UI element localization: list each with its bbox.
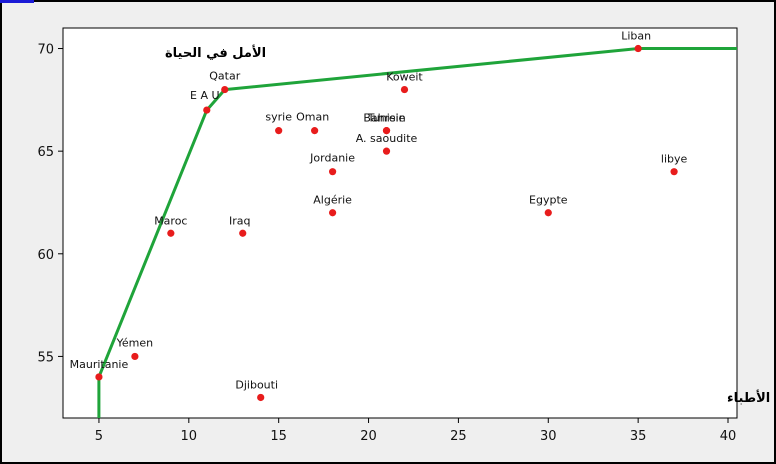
data-point (634, 44, 642, 53)
data-point-label: Yémen (116, 336, 154, 349)
data-point (203, 106, 211, 114)
data-point-label: Algérie (313, 194, 352, 207)
data-point-label: Jordanie (309, 152, 355, 165)
data-point-label: Liban (621, 30, 651, 43)
data-point (167, 229, 175, 237)
data-point-label: Egypte (529, 194, 568, 207)
y-tick-label: 60 (37, 248, 54, 263)
data-point (544, 209, 552, 217)
y-tick-label: 55 (37, 350, 54, 365)
data-point-label: Djibouti (235, 378, 278, 391)
y-tick-label: 65 (37, 145, 54, 160)
data-point (221, 85, 229, 94)
data-point-label: syrie (265, 111, 292, 124)
y-tick-label: 70 (37, 43, 54, 58)
y-axis-title: الأمل في الحياة (165, 44, 266, 61)
data-point (329, 168, 337, 176)
data-point-label: Oman (296, 111, 329, 124)
data-point (329, 209, 337, 217)
x-tick-label: 25 (450, 429, 467, 444)
data-point-label: libye (661, 153, 688, 166)
data-point (400, 85, 409, 94)
top-accent-bar (0, 0, 34, 3)
data-point-label: A. saoudite (356, 132, 418, 145)
data-point (131, 352, 139, 361)
x-tick-label: 20 (360, 429, 377, 444)
data-point-label: Koweit (386, 71, 423, 84)
x-tick-label: 35 (630, 429, 647, 444)
x-tick-label: 15 (270, 429, 287, 444)
data-point (670, 168, 678, 176)
data-point (382, 147, 391, 155)
data-point-label: Mauritanie (70, 358, 129, 371)
data-point (382, 127, 391, 135)
data-point (275, 127, 283, 135)
x-tick-label: 10 (181, 429, 198, 444)
data-point (95, 373, 103, 381)
x-axis-title: عدد الأطباء (727, 389, 776, 406)
data-point (239, 229, 247, 237)
data-point (257, 393, 265, 402)
data-point-label: Qatar (209, 70, 240, 83)
data-point-label: Tunisie (367, 112, 406, 125)
x-tick-label: 30 (540, 429, 557, 444)
data-point-label: Iraq (229, 214, 251, 227)
data-point-label: Bahrein (363, 112, 405, 125)
x-tick-label: 5 (95, 429, 103, 444)
data-point-label: Maroc (154, 214, 187, 227)
data-point (311, 127, 319, 135)
frontier-line (97, 47, 737, 418)
data-point-label: E A U (190, 89, 220, 102)
x-tick-label: 40 (720, 429, 737, 444)
plot-area (62, 27, 738, 419)
